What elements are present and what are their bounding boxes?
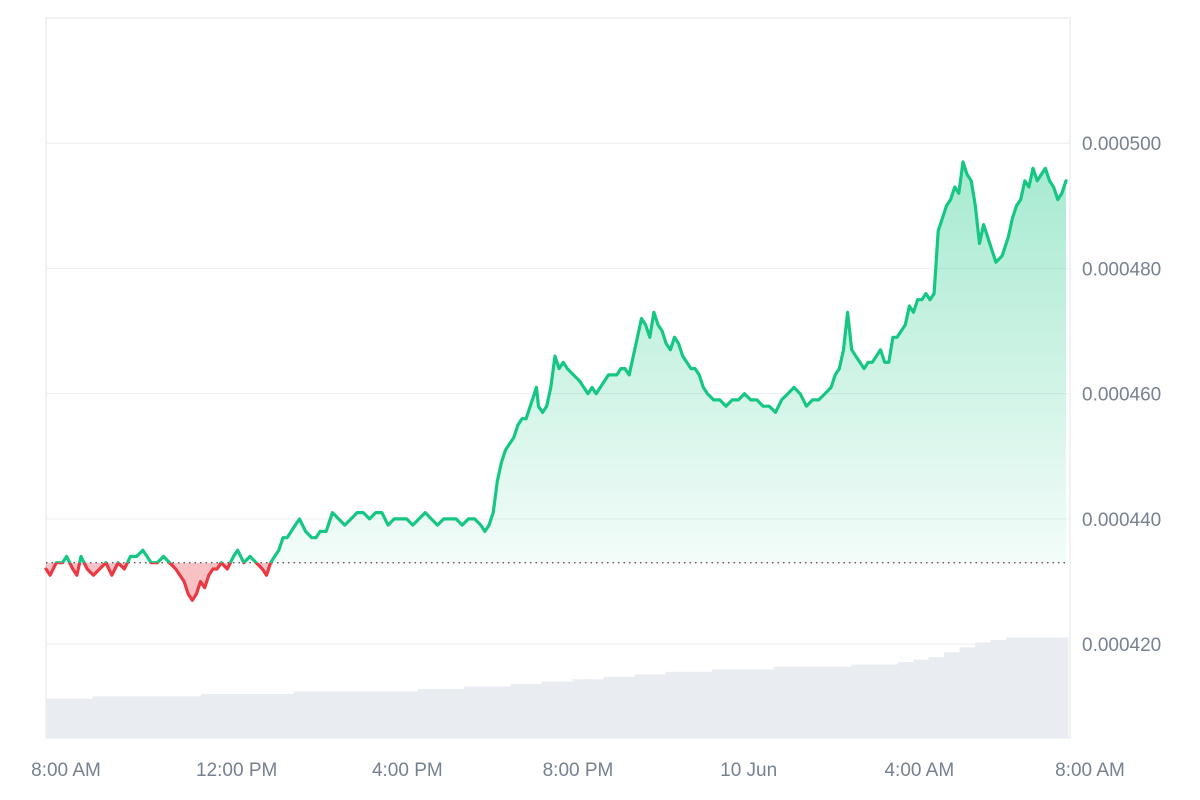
volume-bar (990, 640, 1007, 738)
x-axis: 8:00 AM 12:00 PM 4:00 PM 8:00 PM 10 Jun 4:00 … (31, 760, 1125, 781)
volume-bar (386, 691, 403, 738)
volume-bar (711, 669, 728, 738)
volume-bar (340, 691, 357, 738)
volume-bar (1052, 637, 1069, 738)
volume-bar (773, 666, 790, 738)
volume-bar (618, 676, 635, 738)
price-line-down (44, 562, 273, 602)
x-tick-label: 8:00 PM (543, 760, 614, 781)
volume-bar (587, 679, 604, 738)
volume-bar (216, 693, 233, 738)
volume-bar (479, 686, 496, 738)
volume-bar (634, 674, 651, 738)
volume-bar (603, 676, 620, 738)
volume-bar (882, 664, 899, 738)
volume-bar (835, 666, 852, 738)
volume-bar (804, 666, 821, 738)
volume-bar (928, 657, 945, 738)
x-tick-label: 4:00 PM (372, 760, 443, 781)
volume-bar (680, 671, 697, 738)
volume-bar (417, 689, 434, 738)
volume-bar (789, 666, 806, 738)
volume-bar (355, 691, 372, 738)
volume-bar (107, 696, 124, 738)
volume-bar (897, 662, 914, 738)
volume-bar (448, 689, 465, 738)
area-fill-up (62, 162, 1066, 563)
x-tick-label: 8:00 AM (31, 760, 101, 781)
volume-bar (742, 669, 759, 738)
x-tick-label: 8:00 AM (1055, 760, 1125, 781)
volume-bar (154, 696, 171, 738)
volume-bar (1006, 637, 1022, 738)
volume-bar (309, 691, 326, 738)
volume-bar (61, 698, 78, 738)
volume-bar (495, 686, 511, 738)
volume-bar (76, 698, 93, 738)
x-tick-label: 10 Jun (720, 760, 777, 781)
volume-bar (851, 664, 868, 738)
volume-bar (572, 679, 589, 738)
price-area (46, 162, 1066, 601)
volume-bar (526, 684, 542, 738)
volume-bar (371, 691, 388, 738)
volume-bar (123, 696, 140, 738)
volume-bar (557, 681, 573, 738)
volume-bar (820, 666, 837, 738)
volume-bar (46, 698, 62, 738)
volume-bar (433, 689, 450, 738)
volume-bar (913, 659, 930, 738)
volume-bar (464, 686, 480, 738)
y-axis: 0.000500 0.000480 0.000460 0.000440 0.000420 (1082, 134, 1161, 656)
y-tick-label: 0.000460 (1082, 385, 1161, 406)
price-line (44, 160, 1068, 602)
volume-bar (324, 691, 341, 738)
volume-bar (649, 674, 666, 738)
volume-bar (1037, 637, 1053, 738)
volume-bar (185, 696, 202, 738)
volume-bar (1021, 637, 1038, 738)
volume-bar (866, 664, 883, 738)
volume-bar (510, 684, 527, 738)
volume-bar (402, 691, 419, 738)
volume-bar (959, 647, 976, 738)
volume-bar (200, 693, 217, 738)
volume-bars (46, 637, 1069, 738)
volume-bar (247, 693, 264, 738)
volume-bar (138, 696, 155, 738)
volume-bar (727, 669, 744, 738)
volume-bar (665, 671, 682, 738)
volume-bar (278, 693, 295, 738)
volume-bar (944, 652, 961, 738)
volume-bar (231, 693, 248, 738)
x-tick-label: 4:00 AM (884, 760, 954, 781)
volume-bar (758, 669, 775, 738)
y-tick-label: 0.000420 (1082, 635, 1161, 656)
volume-bar (975, 642, 991, 738)
y-tick-label: 0.000480 (1082, 259, 1161, 280)
y-tick-label: 0.000500 (1082, 134, 1161, 155)
price-line-up (54, 160, 1068, 563)
volume-bar (696, 671, 713, 738)
volume-bar (293, 691, 310, 738)
volume-bar (262, 693, 279, 738)
volume-bar (541, 681, 558, 738)
x-tick-label: 12:00 PM (196, 760, 277, 781)
volume-bar (92, 696, 109, 738)
volume-bar (169, 696, 186, 738)
y-tick-label: 0.000440 (1082, 510, 1161, 531)
